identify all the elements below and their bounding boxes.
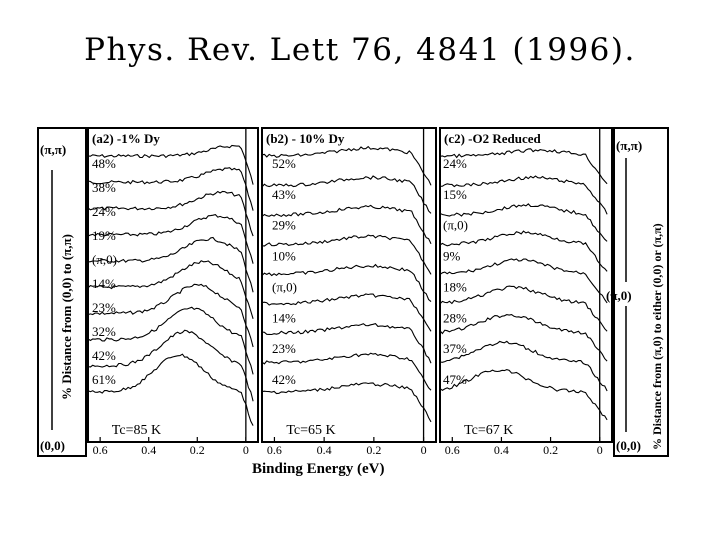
panel-title: (b2) - 10% Dy	[266, 131, 345, 146]
series-label: 9%	[443, 249, 461, 264]
spectrum-line	[439, 314, 608, 362]
left-axis-top-label: (π,π)	[40, 142, 66, 157]
spectrum-line	[87, 144, 254, 185]
series-label: 18%	[443, 279, 467, 294]
spectrum-line	[439, 258, 608, 304]
tc-label: Tc=67 K	[464, 423, 513, 438]
spectrum-line	[87, 260, 254, 319]
spectrum-line	[87, 236, 254, 293]
left-axis-bottom-label: (0,0)	[40, 438, 65, 453]
spectrum-line	[261, 293, 432, 332]
series-label: 29%	[272, 218, 296, 233]
spectrum-line	[439, 369, 608, 421]
spectrum-line	[261, 382, 432, 423]
spectrum-line	[439, 148, 608, 185]
spectrum-line	[87, 167, 254, 211]
x-tick-label: 0.2	[190, 443, 205, 457]
spectrum-line	[439, 203, 608, 242]
series-label: 23%	[272, 341, 296, 356]
series-label: 14%	[272, 310, 296, 325]
series-label: 28%	[443, 310, 467, 325]
x-tick-label: 0.6	[445, 443, 460, 457]
tc-label: Tc=85 K	[112, 423, 161, 438]
spectrum-line	[439, 230, 608, 272]
spectrum-line	[261, 322, 432, 364]
series-label: 10%	[272, 249, 296, 264]
spectrum-line	[87, 213, 254, 264]
series-label: 52%	[272, 156, 296, 171]
x-tick-label: 0	[243, 443, 249, 457]
x-tick-label: 0.4	[141, 443, 156, 457]
spectrum-line	[261, 263, 432, 303]
spectrum-line	[439, 285, 608, 332]
series-label: (π,0)	[443, 218, 468, 233]
x-tick-label: 0.4	[494, 443, 509, 457]
panel-2: (b2) - 10% Dy 0.6 0.4 0.2 0 Tc=65 K 52% 43% 29% 1…	[261, 127, 437, 457]
spectrum-line	[439, 340, 608, 392]
spectrum-line	[261, 234, 432, 275]
spectrum-line	[439, 175, 608, 215]
left-axis-label: % Distance from (0,0) to (π,π)	[59, 234, 74, 400]
right-axis-bottom-label: (0,0)	[616, 438, 641, 453]
panel-title: (a2) -1% Dy	[92, 131, 160, 146]
series-label: 42%	[272, 372, 296, 387]
series-label: 61%	[92, 372, 116, 387]
x-tick-label: 0.2	[366, 443, 381, 457]
x-tick-label: 0.2	[543, 443, 558, 457]
x-axis-label: Binding Energy (eV)	[252, 461, 385, 477]
x-tick-label: 0	[421, 443, 427, 457]
series-label: (π,0)	[272, 279, 297, 294]
series-label: 24%	[92, 204, 116, 219]
series-label: 23%	[92, 300, 116, 315]
spectrum-line	[87, 190, 254, 237]
spectrum-line	[87, 353, 254, 426]
x-tick-label: 0.6	[267, 443, 282, 457]
panels: (a2) -1% Dy 0.6 0.4 0.2 0 Tc=85 K 48% 38% 24% 19%…	[87, 127, 613, 457]
right-axis-label: % Distance from (π,0) to either (0,0) or…	[650, 223, 664, 450]
right-axis: (π,π) (π,0) (0,0) % Distance from (π,0) …	[606, 127, 669, 457]
tc-label: Tc=65 K	[286, 423, 335, 438]
series-label: 47%	[443, 372, 467, 387]
spectrum-line	[261, 175, 432, 214]
left-axis: (π,π) (0,0) % Distance from (0,0) to (π,…	[37, 127, 87, 457]
citation-title: Phys. Rev. Lett 76, 4841 (1996).	[84, 32, 636, 68]
right-axis-mid-label: (π,0)	[606, 288, 632, 303]
panel-3: (c2) -O2 Reduced 0.6 0.4 0.2 0 Tc=67 K 24% 15% (…	[439, 127, 613, 457]
spectrum-line	[261, 204, 432, 245]
series-label: 14%	[92, 276, 116, 291]
panel-frame	[261, 127, 437, 443]
panel-frame	[439, 127, 613, 443]
panel-title: (c2) -O2 Reduced	[444, 131, 542, 146]
series-label: 42%	[92, 348, 116, 363]
x-tick-label: 0	[597, 443, 603, 457]
series-label: 24%	[443, 156, 467, 171]
spectrum-line	[261, 352, 432, 391]
right-axis-top-label: (π,π)	[616, 138, 642, 153]
series-label: 43%	[272, 187, 296, 202]
series-label: 32%	[92, 324, 116, 339]
spectrum-line	[87, 283, 254, 348]
panel-frame	[87, 127, 259, 443]
series-label: 19%	[92, 228, 116, 243]
panel-1: (a2) -1% Dy 0.6 0.4 0.2 0 Tc=85 K 48% 38% 24% 19%…	[87, 127, 259, 457]
spectrum-line	[87, 306, 254, 375]
series-label: (π,0)	[92, 252, 117, 267]
x-tick-label: 0.6	[93, 443, 108, 457]
series-label: 38%	[92, 180, 116, 195]
spectrum-line	[261, 145, 432, 186]
spectrum-line	[87, 329, 254, 402]
series-label: 37%	[443, 341, 467, 356]
series-label: 15%	[443, 187, 467, 202]
x-tick-label: 0.4	[317, 443, 332, 457]
series-label: 48%	[92, 156, 116, 171]
